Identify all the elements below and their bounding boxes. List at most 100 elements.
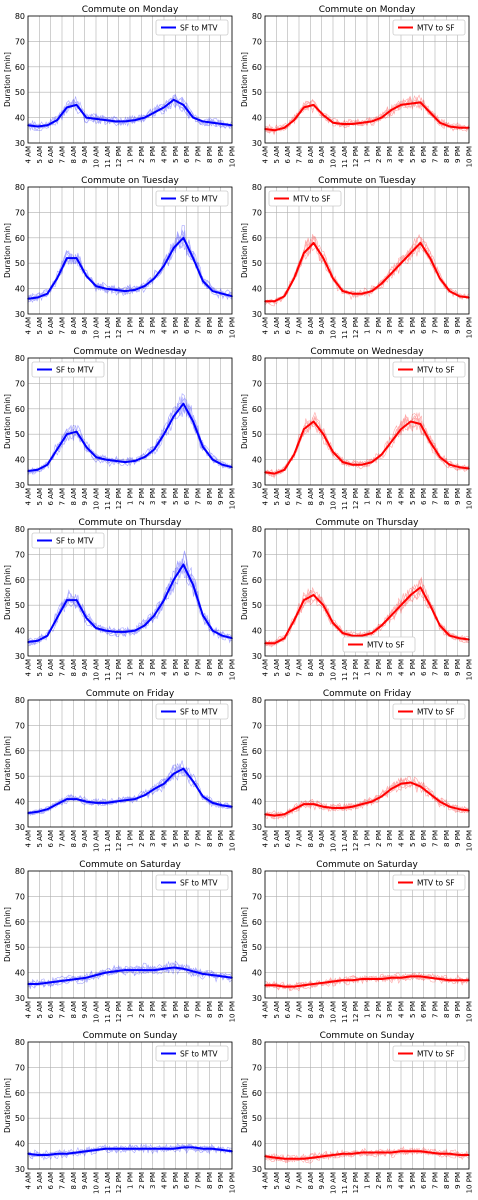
data-point	[439, 624, 441, 627]
legend: MTV to SF	[392, 361, 466, 378]
x-tick-label: 4 AM	[25, 317, 33, 335]
data-point	[409, 781, 412, 784]
variation-trace	[27, 551, 233, 645]
data-point	[46, 808, 49, 810]
data-point	[332, 277, 334, 280]
y-tick-label: 80	[15, 183, 25, 192]
x-tick-label: 7 PM	[432, 488, 440, 505]
legend-label: MTV to SF	[293, 195, 331, 204]
x-tick-label: 6 PM	[183, 830, 191, 847]
data-point	[221, 292, 224, 295]
legend-label: SF to MTV	[180, 24, 218, 33]
data-point	[172, 579, 175, 581]
x-tick-label: 10 PM	[229, 1172, 237, 1193]
data-point	[341, 290, 344, 292]
y-axis-label: Duration [min]	[3, 907, 12, 962]
variation-trace	[27, 393, 233, 474]
x-tick-label: 3 PM	[386, 488, 394, 505]
variation-trace	[264, 777, 470, 820]
x-tick-label: 6 PM	[183, 146, 191, 163]
data-point	[312, 594, 315, 596]
x-tick-label: 4 AM	[25, 488, 33, 506]
variation-trace	[27, 233, 233, 301]
y-tick-label: 70	[15, 37, 25, 46]
plot-frame	[27, 15, 233, 144]
x-tick-label: 6 PM	[183, 1172, 191, 1189]
variation-trace	[264, 411, 470, 480]
series-line	[265, 586, 470, 645]
data-point	[448, 463, 451, 466]
data-point	[56, 119, 58, 121]
x-tick-label: 7 PM	[195, 488, 203, 505]
x-tick-label: 3 PM	[386, 317, 394, 334]
x-tick-label: 7 PM	[432, 1172, 440, 1189]
data-point	[361, 803, 363, 805]
data-point	[182, 402, 185, 405]
data-point	[66, 106, 68, 109]
data-point	[104, 287, 107, 290]
data-point	[448, 979, 451, 981]
x-tick-label: 10 PM	[229, 659, 237, 680]
y-tick-label: 50	[252, 601, 262, 610]
y-tick-label: 80	[15, 1038, 25, 1047]
data-point	[66, 1153, 68, 1155]
x-tick-label: 6 PM	[420, 488, 428, 505]
y-tick-label: 70	[15, 379, 25, 388]
y-axis-label: Duration [min]	[240, 565, 249, 620]
x-tick-label: 6 AM	[47, 317, 55, 335]
series-line	[27, 402, 233, 472]
x-tick-label: 3 PM	[386, 659, 394, 676]
data-point	[56, 980, 58, 983]
series-line	[265, 241, 470, 303]
x-tick-label: 10 PM	[229, 830, 237, 851]
data-point	[312, 420, 315, 423]
data-point	[409, 420, 412, 423]
x-tick-label: 9 AM	[318, 830, 326, 848]
y-tick-label: 50	[252, 259, 262, 268]
data-point	[361, 1151, 363, 1154]
data-point	[351, 805, 354, 808]
y-tick-label: 50	[15, 1114, 25, 1123]
data-point	[172, 247, 175, 249]
legend-box	[31, 361, 105, 378]
x-tick-label: 7 AM	[59, 1001, 67, 1019]
data-point	[66, 257, 68, 259]
data-point	[211, 121, 214, 124]
legend-label: SF to MTV	[180, 708, 218, 717]
x-tick-label: 11 AM	[341, 1001, 349, 1023]
x-tick-label: 7 PM	[195, 659, 203, 676]
data-point	[46, 1154, 49, 1156]
data-point	[351, 979, 354, 981]
x-tick-label: 5 AM	[36, 488, 44, 506]
data-point	[380, 624, 383, 627]
data-point	[221, 634, 224, 637]
data-point	[153, 1147, 156, 1150]
data-point	[134, 460, 136, 462]
data-point	[114, 120, 117, 123]
x-tick-label: 8 AM	[70, 317, 78, 335]
variation-trace	[264, 971, 469, 992]
plot-frame	[264, 357, 470, 486]
data-point	[153, 788, 156, 790]
data-point	[143, 794, 146, 797]
x-tick-label: 7 PM	[195, 146, 203, 163]
x-tick-label: 6 AM	[284, 317, 292, 335]
data-point	[409, 594, 412, 596]
chart-title: Commute on Thursday	[79, 518, 183, 528]
y-tick-label: 40	[252, 627, 262, 636]
data-point	[361, 121, 363, 124]
x-tick-label: 3 PM	[149, 1001, 157, 1018]
x-tick-label: 4 AM	[25, 659, 33, 677]
x-tick-label: 5 PM	[172, 146, 180, 163]
data-point	[104, 629, 107, 632]
x-tick-label: 9 AM	[318, 317, 326, 335]
y-tick-label: 30	[252, 1165, 262, 1174]
data-point	[303, 428, 305, 430]
data-point	[312, 983, 315, 985]
data-point	[56, 448, 58, 451]
y-tick-label: 50	[252, 1114, 262, 1123]
plot-frame	[27, 870, 233, 999]
chart-title: Commute on Tuesday	[318, 176, 416, 186]
x-tick-label: 4 PM	[161, 659, 169, 676]
data-point	[322, 805, 325, 808]
